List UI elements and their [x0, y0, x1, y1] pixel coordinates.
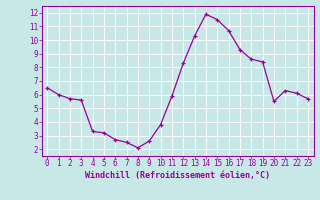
- X-axis label: Windchill (Refroidissement éolien,°C): Windchill (Refroidissement éolien,°C): [85, 171, 270, 180]
